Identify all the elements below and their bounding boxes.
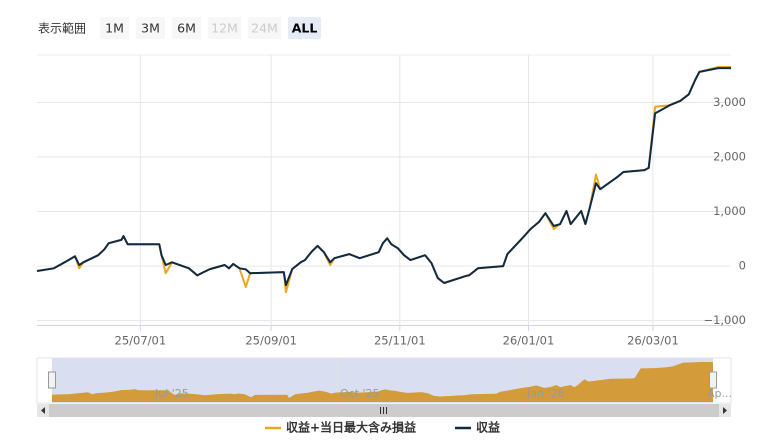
range-button[interactable] [288,17,321,39]
navigator-handle[interactable] [709,371,717,389]
range-button [208,17,241,39]
range-button-label: 12M [211,21,238,36]
range-button-label: 1M [105,21,124,36]
scroll-grip [380,407,387,414]
navigator-area [52,362,713,402]
range-button-label: 3M [141,21,160,36]
legend-label: 収益+当日最大含み損益 [286,420,416,435]
y-tick-label: 0 [739,259,746,273]
series-line [36,66,731,294]
range-button[interactable] [172,17,201,39]
legend-label: 収益 [476,420,500,435]
navigator-label: Ap... [707,387,732,400]
range-button-label: 6M [177,21,196,36]
series-line [36,67,731,287]
navigator-handle[interactable] [48,371,56,389]
x-tick-label: 25/09/01 [245,334,297,348]
scroll-right-arrow [723,407,727,414]
range-label: 表示範囲 [38,21,86,36]
range-button-label: 24M [251,21,278,36]
scroll-left-arrow [41,407,45,414]
range-button [248,17,281,39]
navigator-label: Jul '25 [154,387,189,400]
range-button[interactable] [100,17,129,39]
x-tick-label: 25/11/01 [374,334,426,348]
range-button-label: ALL [292,21,318,36]
x-tick-label: 26/03/01 [627,334,679,348]
navigator-label: Jan '26 [526,387,564,400]
range-button[interactable] [136,17,165,39]
navigator-layer: Jul '25 Oct '25 Jan '26 Ap... [52,362,732,402]
y-tick-label: 3,000 [713,95,746,109]
navigator-label: Oct '25 [340,387,380,400]
y-tick-label: −1,000 [703,313,746,327]
y-tick-label: 1,000 [713,204,746,218]
y-tick-label: 2,000 [713,150,746,164]
x-tick-label: 26/01/01 [503,334,555,348]
x-tick-label: 25/07/01 [115,334,167,348]
